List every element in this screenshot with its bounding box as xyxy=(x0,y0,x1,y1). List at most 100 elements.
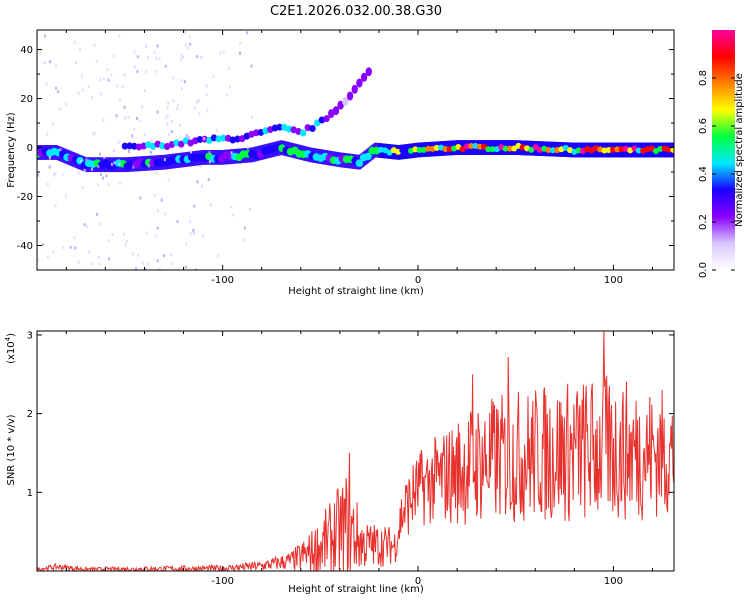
spectrogram-noise xyxy=(230,151,233,155)
spectrogram-y-tick-label: 20 xyxy=(20,94,33,105)
spectrogram-noise xyxy=(100,92,103,96)
spectrogram-noise xyxy=(183,80,186,84)
spectrogram-cell xyxy=(459,146,466,153)
spectrogram-noise xyxy=(166,106,169,110)
spectrogram-noise xyxy=(156,259,159,263)
spectrogram-noise xyxy=(73,236,76,240)
spectrogram-cell xyxy=(648,145,655,152)
spectrogram-noise xyxy=(77,171,80,175)
spectrogram-noise xyxy=(160,198,163,202)
spectrogram-noise xyxy=(41,243,44,247)
spectrogram-cell xyxy=(314,119,321,127)
spectrogram-noise xyxy=(51,122,54,126)
spectrogram-noise xyxy=(136,69,139,73)
snr-y-tick-label: 1 xyxy=(27,488,33,499)
spectrogram-noise xyxy=(199,165,202,169)
spectrogram-noise xyxy=(53,173,56,177)
spectrogram-noise xyxy=(112,54,115,58)
spectrogram-cell xyxy=(614,146,621,153)
spectrogram-noise xyxy=(205,93,208,97)
spectrogram-noise xyxy=(198,112,201,116)
spectrogram-cell xyxy=(332,106,340,116)
spectrogram-noise xyxy=(43,61,46,65)
spectrogram-noise xyxy=(107,239,110,243)
spectrogram-noise xyxy=(90,167,93,171)
spectrogram-noise xyxy=(172,76,175,80)
snr-y-tick-label: 3 xyxy=(27,330,33,341)
snr-y-axis-label: SNR (10 * v/v) xyxy=(6,414,17,485)
spectrogram-noise xyxy=(139,196,142,200)
spectrogram-noise xyxy=(37,173,40,177)
spectrogram-cell xyxy=(468,143,475,150)
spectrogram-cell xyxy=(196,135,204,143)
svg-text:(x104): (x104) xyxy=(4,333,17,364)
spectrogram-noise xyxy=(189,42,192,46)
spectrogram-noise xyxy=(54,204,57,208)
spectrogram-noise xyxy=(102,77,105,81)
spectrogram-noise xyxy=(123,73,126,77)
spectrogram-noise xyxy=(193,204,196,208)
spectrogram-noise xyxy=(145,231,148,235)
spectrogram-cell xyxy=(532,144,539,151)
spectrogram-x-ticks: -100 0 100 xyxy=(65,30,654,286)
spectrogram-noise xyxy=(115,114,118,118)
spectrogram-noise xyxy=(106,68,109,72)
spectrogram-noise xyxy=(95,60,98,64)
spectrogram-noise xyxy=(106,77,109,81)
snr-panel: -100 0 100 1 2 3 Height of straight line (km… xyxy=(4,330,675,595)
spectrogram-noise xyxy=(92,132,95,136)
spectrogram-noise xyxy=(189,232,192,236)
spectrogram-noise xyxy=(39,51,42,55)
spectrogram-noise xyxy=(200,55,203,59)
spectrogram-cell xyxy=(476,143,483,150)
spectrogram-noise xyxy=(118,162,121,166)
spectrogram-noise xyxy=(69,245,72,249)
spectrogram-noise xyxy=(176,107,179,111)
spectrogram-noise xyxy=(52,250,55,254)
spectrogram-noise xyxy=(228,85,231,89)
spectrogram-cell xyxy=(433,144,440,151)
spectrogram-noise xyxy=(189,220,192,224)
snr-y-tick-label: 2 xyxy=(27,409,33,420)
spectrogram-noise xyxy=(163,158,166,162)
spectrogram-noise xyxy=(207,178,210,182)
spectrogram-noise xyxy=(184,265,187,269)
snr-y-ticks: 1 2 3 xyxy=(27,330,674,572)
spectrogram-noise xyxy=(154,234,157,238)
spectrogram-noise xyxy=(170,120,173,124)
spectrogram-noise xyxy=(156,209,159,213)
spectrogram-cell xyxy=(285,125,293,133)
spectrogram-noise xyxy=(181,87,184,91)
spectrogram-x-tick-label: 0 xyxy=(415,275,421,286)
spectrogram-noise xyxy=(93,131,96,135)
spectrogram-cell xyxy=(605,147,612,154)
spectrogram-noise xyxy=(44,34,47,38)
spectrogram-noise xyxy=(170,253,173,257)
spectrogram-cell xyxy=(299,129,307,137)
spectrogram-noise xyxy=(170,261,173,265)
spectrogram-cell xyxy=(126,142,133,150)
spectrogram-noise xyxy=(155,56,158,60)
spectrogram-cell xyxy=(342,96,349,106)
spectrogram-noise xyxy=(119,98,122,102)
spectrogram-cell xyxy=(670,146,674,153)
spectrogram-noise xyxy=(156,226,159,230)
spectrogram-noise xyxy=(118,182,121,186)
spectrogram-noise xyxy=(208,160,211,164)
colorbar: 0.0 0.2 0.4 0.6 0.8 Normalized spectral ampl… xyxy=(698,30,745,278)
spectrogram-noise xyxy=(83,223,86,227)
spectrogram-noise xyxy=(98,262,101,266)
spectrogram-noise xyxy=(192,228,195,232)
spectrogram-cell xyxy=(364,152,372,161)
spectrogram-noise xyxy=(179,124,182,128)
spectrogram-noise xyxy=(226,93,229,97)
spectrogram-noise xyxy=(203,137,206,141)
spectrogram-noise xyxy=(78,48,81,52)
spectrogram-noise xyxy=(62,173,65,177)
spectrogram-noise xyxy=(37,258,40,262)
spectrogram-y-tick-label: -20 xyxy=(17,192,33,203)
spectrogram-noise xyxy=(181,55,184,59)
spectrogram-cell xyxy=(635,147,642,154)
spectrogram-cell xyxy=(360,72,368,82)
spectrogram-noise xyxy=(55,64,58,68)
